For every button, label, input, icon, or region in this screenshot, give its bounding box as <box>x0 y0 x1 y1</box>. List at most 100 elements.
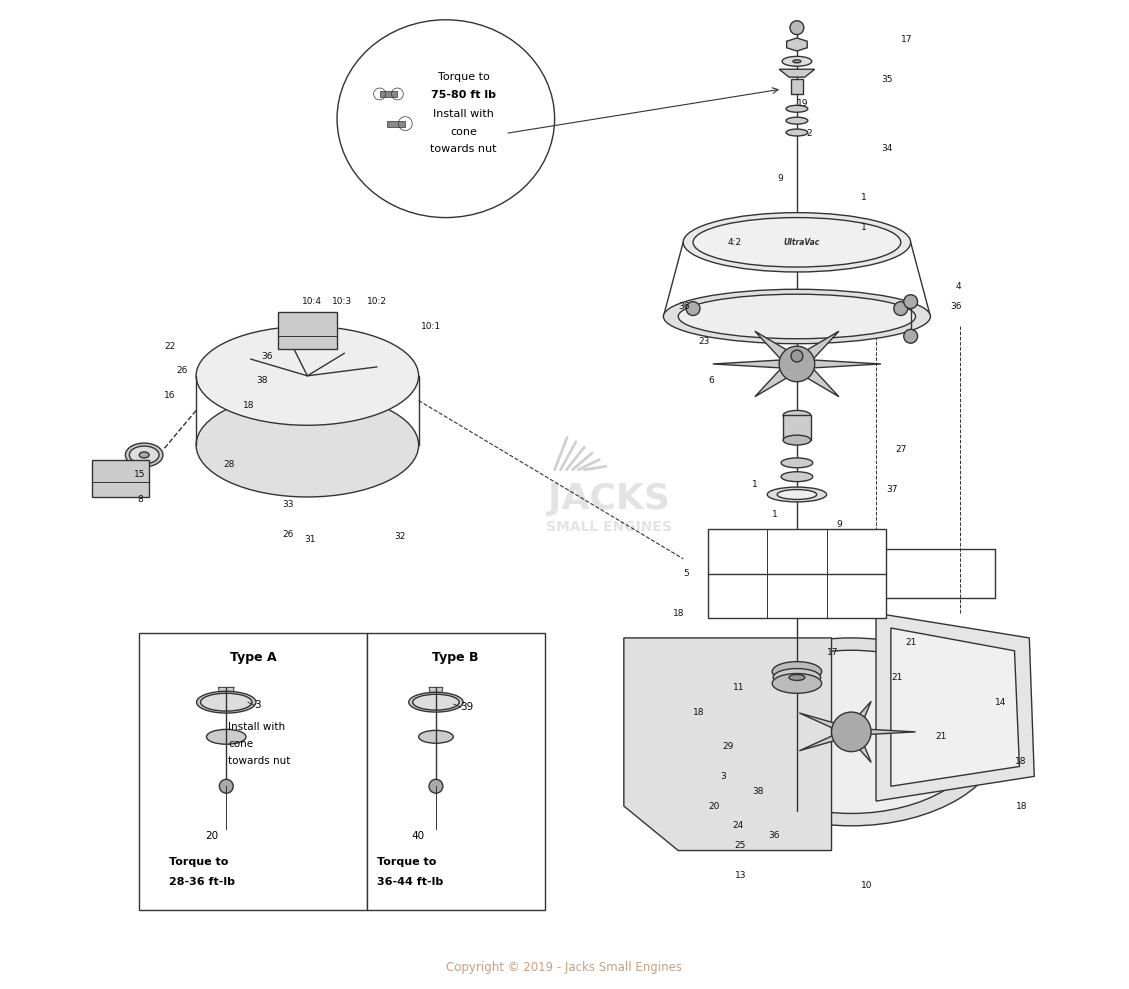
Text: 17: 17 <box>901 35 912 45</box>
Text: 18: 18 <box>243 401 254 410</box>
Ellipse shape <box>772 662 822 681</box>
Text: Torque to: Torque to <box>377 857 436 867</box>
Bar <box>379 91 397 97</box>
Text: 24: 24 <box>733 821 744 831</box>
Ellipse shape <box>781 472 813 482</box>
Polygon shape <box>624 638 832 851</box>
Text: 10:1: 10:1 <box>421 321 441 331</box>
Ellipse shape <box>413 694 460 710</box>
Bar <box>387 121 405 127</box>
Polygon shape <box>218 687 234 697</box>
Ellipse shape <box>789 674 805 680</box>
Text: 26: 26 <box>177 366 189 376</box>
Ellipse shape <box>793 60 800 63</box>
Text: 9: 9 <box>777 173 782 183</box>
Text: 25: 25 <box>735 841 746 851</box>
Ellipse shape <box>782 56 812 66</box>
Text: JACKS: JACKS <box>548 483 669 516</box>
Text: cone: cone <box>450 127 478 136</box>
Text: 22: 22 <box>164 341 175 351</box>
Ellipse shape <box>786 130 807 136</box>
Bar <box>784 415 811 440</box>
Polygon shape <box>755 364 797 397</box>
Text: Install with: Install with <box>228 722 286 732</box>
Polygon shape <box>797 331 839 364</box>
Circle shape <box>791 350 803 362</box>
Text: 36: 36 <box>261 351 272 361</box>
Bar <box>278 312 338 349</box>
Polygon shape <box>787 38 807 51</box>
Polygon shape <box>849 732 872 763</box>
Text: 10:4: 10:4 <box>303 297 323 307</box>
Text: 14: 14 <box>995 697 1006 707</box>
Text: Type B: Type B <box>432 651 479 665</box>
Ellipse shape <box>784 410 811 420</box>
Ellipse shape <box>698 638 1005 826</box>
Text: 6: 6 <box>708 376 714 386</box>
Text: 21: 21 <box>891 673 902 682</box>
Text: 75-80 ft lb: 75-80 ft lb <box>431 90 496 100</box>
Text: Copyright © 2019 - Jacks Small Engines: Copyright © 2019 - Jacks Small Engines <box>446 960 683 974</box>
Text: 21: 21 <box>935 732 947 742</box>
Ellipse shape <box>683 213 911 272</box>
Circle shape <box>903 329 918 343</box>
Ellipse shape <box>664 289 930 344</box>
Bar <box>91 460 149 497</box>
Ellipse shape <box>139 452 149 458</box>
Ellipse shape <box>338 20 554 218</box>
Text: 2: 2 <box>807 129 813 138</box>
Text: 10:3: 10:3 <box>332 297 352 307</box>
Text: 33: 33 <box>282 499 295 509</box>
Text: 8: 8 <box>138 494 143 504</box>
Text: 10: 10 <box>861 880 873 890</box>
Ellipse shape <box>196 691 256 713</box>
Text: 9: 9 <box>837 519 842 529</box>
Text: 4: 4 <box>955 282 961 292</box>
Ellipse shape <box>773 669 821 686</box>
Polygon shape <box>797 364 839 397</box>
Circle shape <box>790 21 804 35</box>
Polygon shape <box>851 729 916 735</box>
Text: 1: 1 <box>861 193 867 203</box>
Text: 28: 28 <box>224 460 235 470</box>
Text: 15: 15 <box>134 470 146 480</box>
Text: 1: 1 <box>861 223 867 232</box>
Text: 18: 18 <box>673 608 685 618</box>
Text: 31: 31 <box>305 534 316 544</box>
Text: 18: 18 <box>693 707 704 717</box>
Text: 21: 21 <box>905 638 917 648</box>
Text: 36: 36 <box>679 302 690 312</box>
Circle shape <box>219 779 234 793</box>
Text: 35: 35 <box>881 74 893 84</box>
Ellipse shape <box>784 435 811 445</box>
Text: cone: cone <box>228 739 253 749</box>
Text: 36-44 ft-lb: 36-44 ft-lb <box>377 877 443 887</box>
Bar <box>708 529 886 618</box>
Text: 37: 37 <box>886 485 898 494</box>
Circle shape <box>429 779 443 793</box>
Text: 1: 1 <box>772 509 778 519</box>
Text: Type A: Type A <box>229 651 277 665</box>
Polygon shape <box>876 613 1034 801</box>
Text: Torque to: Torque to <box>438 72 490 82</box>
Ellipse shape <box>196 326 419 425</box>
Polygon shape <box>799 732 851 751</box>
Ellipse shape <box>125 443 163 467</box>
Text: 38: 38 <box>752 786 764 796</box>
Text: 17: 17 <box>826 648 838 658</box>
Text: 36: 36 <box>951 302 962 312</box>
Text: 13: 13 <box>735 870 746 880</box>
Polygon shape <box>712 360 797 368</box>
Text: 23: 23 <box>698 336 709 346</box>
Text: 29: 29 <box>723 742 734 752</box>
Text: 32: 32 <box>394 531 405 541</box>
Circle shape <box>903 295 918 309</box>
Text: 38: 38 <box>256 376 268 386</box>
Ellipse shape <box>777 490 816 499</box>
Ellipse shape <box>786 106 807 113</box>
Text: 10:2: 10:2 <box>367 297 387 307</box>
Text: 19: 19 <box>797 99 808 109</box>
Text: SMALL ENGINES: SMALL ENGINES <box>546 520 672 534</box>
Text: 20: 20 <box>204 831 218 841</box>
Polygon shape <box>799 713 851 732</box>
